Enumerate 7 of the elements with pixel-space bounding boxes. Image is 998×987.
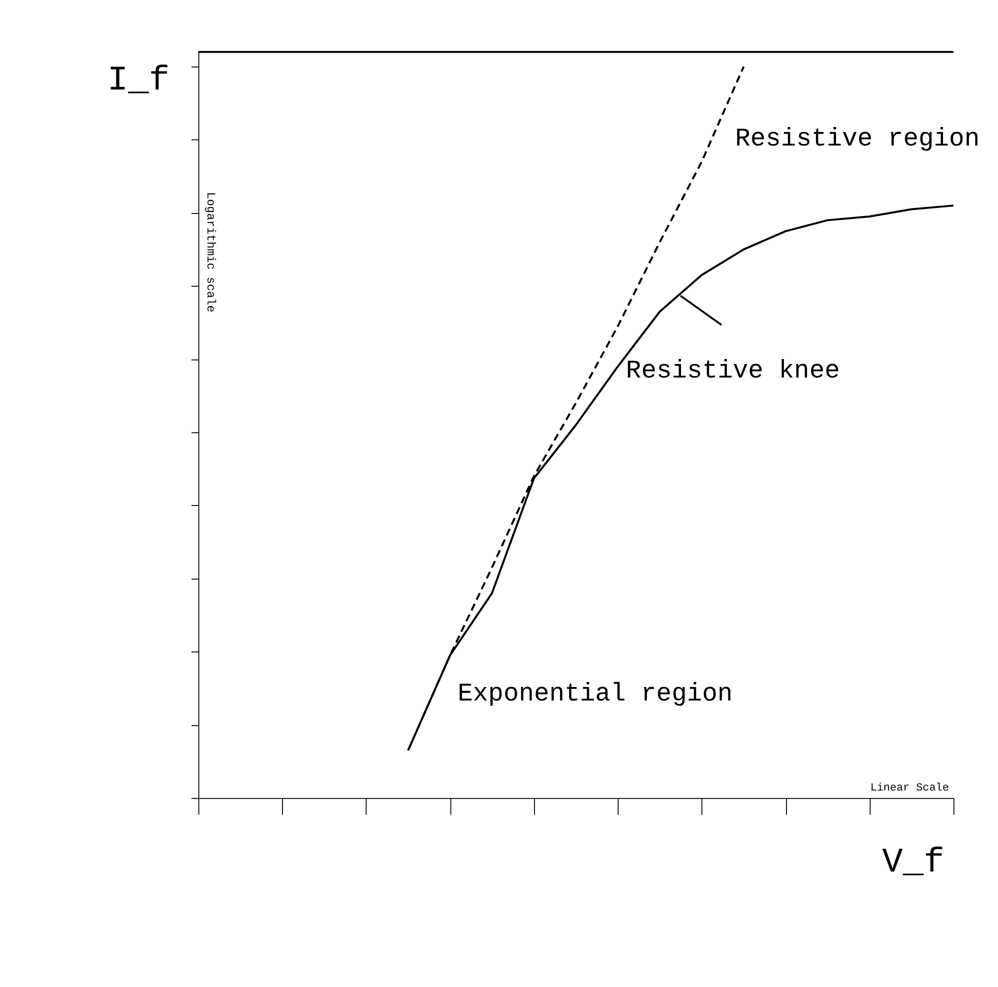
annotation: Resistive region (735, 124, 980, 154)
x-axis-title: V_f (882, 844, 944, 883)
annotation: Exponential region (458, 680, 733, 709)
annotation: Resistive knee (626, 356, 840, 386)
y-axis-title: I_f (107, 61, 170, 100)
annotation: Linear Scale (870, 782, 949, 795)
annotation: Logarithmic scale (203, 192, 218, 312)
